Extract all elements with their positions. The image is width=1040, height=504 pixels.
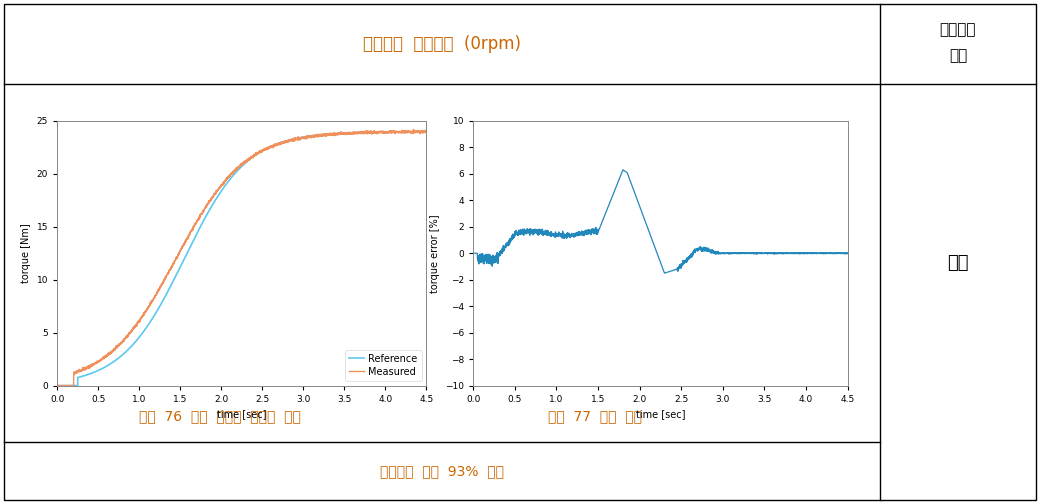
Reference	[93, 367, 105, 373]
Line: Measured: Measured	[57, 130, 426, 386]
Text: 여부: 여부	[948, 48, 967, 64]
X-axis label: time [sec]: time [sec]	[635, 409, 685, 419]
Reference	[115, 353, 128, 359]
Reference	[192, 227, 205, 233]
Measured	[115, 341, 128, 347]
Legend: Reference, Measured: Reference, Measured	[345, 350, 421, 381]
X-axis label: time [sec]: time [sec]	[217, 409, 266, 419]
Line: Reference: Reference	[57, 132, 426, 386]
Reference	[373, 129, 386, 135]
Measured	[192, 216, 205, 222]
Reference	[51, 383, 63, 389]
Text: 그림  77  토크  오차: 그림 77 토크 오차	[548, 409, 642, 423]
Reference	[420, 129, 433, 135]
Text: 만족: 만족	[947, 254, 968, 272]
Text: 그림  76  토크  지령과  측정한  토크: 그림 76 토크 지령과 측정한 토크	[139, 409, 301, 423]
Y-axis label: torque [Nm]: torque [Nm]	[21, 223, 31, 283]
Measured	[408, 127, 420, 133]
Measured	[51, 383, 63, 389]
Measured	[413, 129, 425, 135]
Measured	[373, 129, 386, 135]
Reference	[209, 198, 222, 204]
Text: 토크제어  실험결과  (0rpm): 토크제어 실험결과 (0rpm)	[363, 35, 521, 53]
Measured	[93, 358, 105, 364]
Text: 토크제어  성능  93%  이상: 토크제어 성능 93% 이상	[380, 464, 504, 478]
Y-axis label: torque error [%]: torque error [%]	[430, 214, 440, 293]
Measured	[420, 129, 433, 135]
Text: 목표만족: 목표만족	[940, 23, 977, 37]
Measured	[209, 191, 222, 197]
Reference	[413, 129, 425, 135]
